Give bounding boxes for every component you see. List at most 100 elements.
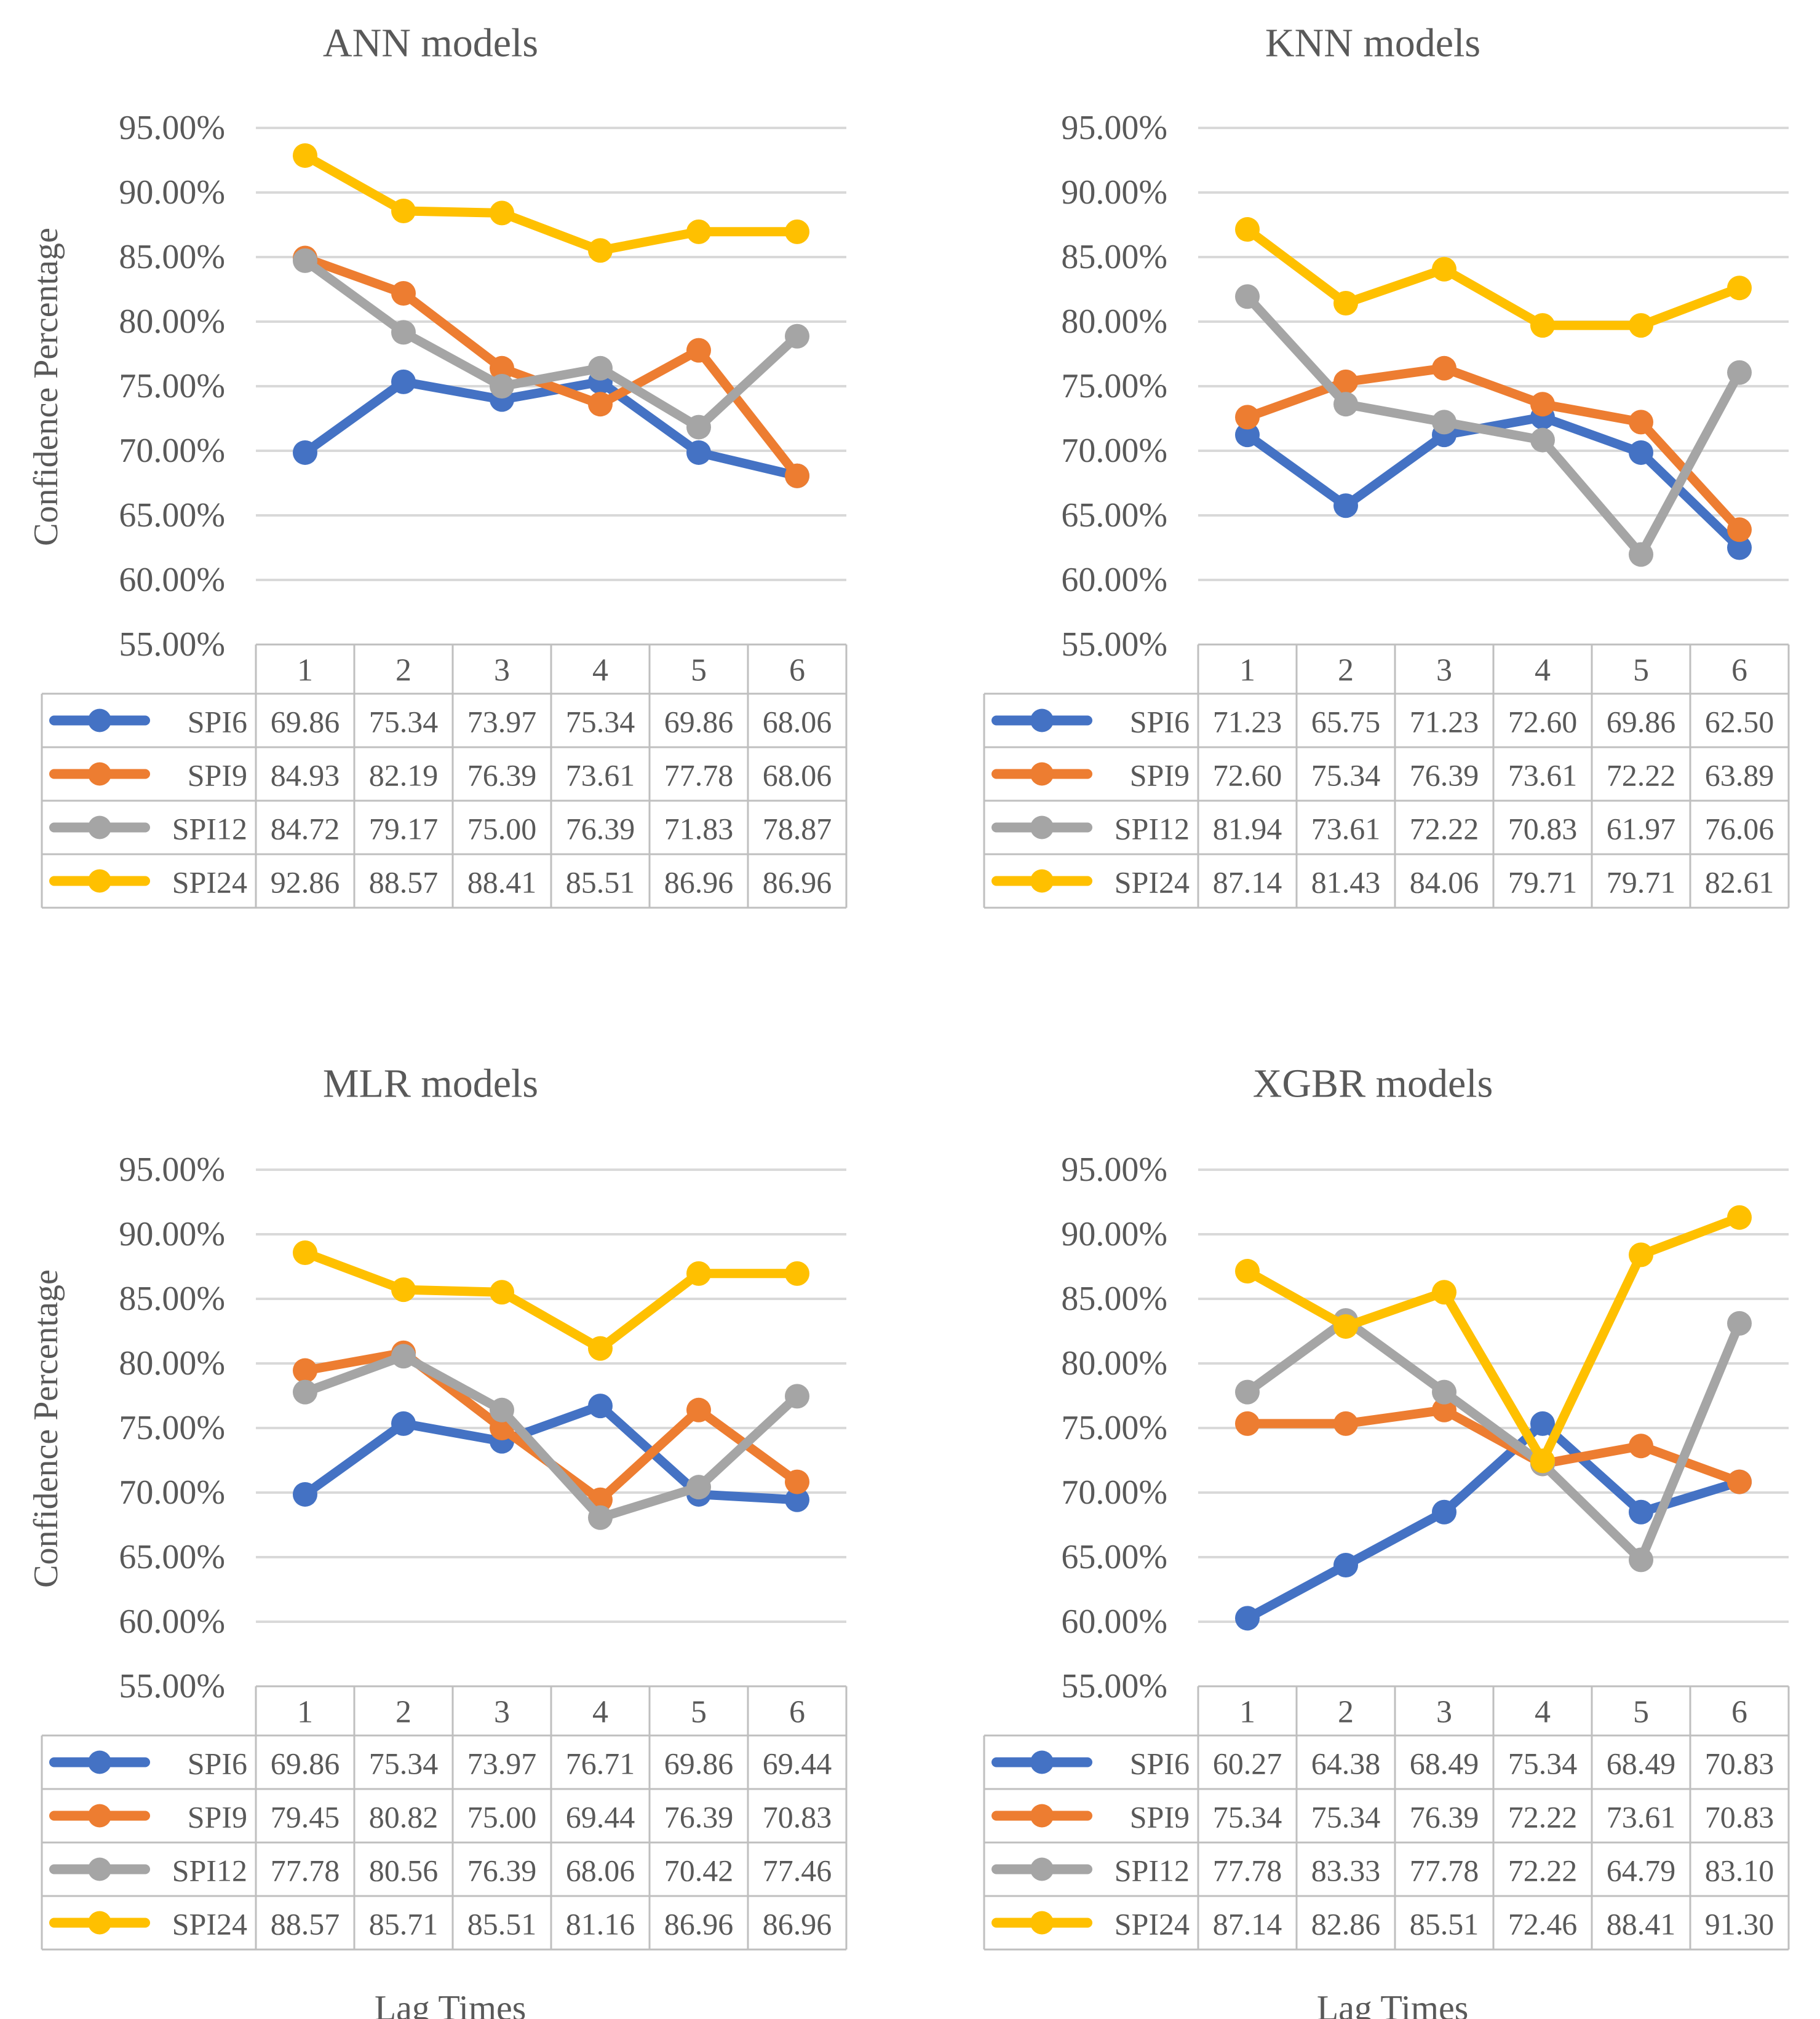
legend-marker — [1030, 815, 1054, 839]
data-point-spi24 — [1629, 1242, 1653, 1267]
legend-label: SPI9 — [188, 1800, 247, 1835]
table-value: 76.39 — [467, 758, 537, 793]
table-value: 76.39 — [1410, 1800, 1479, 1835]
table-value: 72.22 — [1410, 812, 1479, 846]
data-point-spi24 — [588, 238, 613, 263]
y-axis-label: Confidence Percentage — [27, 1269, 65, 1588]
data-point-spi9 — [391, 281, 416, 306]
data-point-spi12 — [1235, 284, 1260, 309]
table-value: 71.83 — [664, 812, 734, 846]
table-value: 77.78 — [1213, 1854, 1282, 1888]
table-value: 84.72 — [271, 812, 340, 846]
data-point-spi6 — [1727, 535, 1752, 560]
data-point-spi6 — [686, 440, 711, 465]
data-point-spi24 — [1629, 313, 1653, 338]
y-tick-label: 90.00% — [119, 173, 225, 212]
data-point-spi24 — [785, 219, 809, 244]
y-tick-label: 80.00% — [119, 1344, 225, 1382]
table-value: 82.61 — [1705, 865, 1774, 900]
legend-marker — [88, 1804, 111, 1828]
data-point-spi9 — [293, 1358, 317, 1383]
data-point-spi6 — [1530, 1411, 1555, 1436]
x-tick-label: 3 — [1436, 653, 1452, 688]
x-tick-label: 6 — [1731, 1695, 1747, 1730]
series-line-spi9 — [1242, 1405, 1744, 1487]
data-point-spi24 — [391, 1277, 416, 1303]
y-tick-label: 75.00% — [119, 1409, 225, 1447]
table-value: 81.16 — [566, 1907, 635, 1942]
data-point-spi9 — [1727, 1469, 1752, 1494]
table-value: 75.34 — [1213, 1800, 1282, 1835]
table-value: 88.57 — [271, 1907, 340, 1942]
series-line-spi12 — [300, 256, 802, 432]
y-tick-label: 55.00% — [1061, 1667, 1167, 1705]
legend-label: SPI9 — [1130, 1800, 1190, 1835]
table-value: 76.06 — [1705, 812, 1774, 846]
data-point-spi9 — [1629, 1434, 1653, 1459]
table-value: 69.86 — [664, 1747, 734, 1781]
data-point-spi6 — [588, 1394, 613, 1419]
table-value: 85.71 — [369, 1907, 439, 1942]
legend-label: SPI9 — [1130, 758, 1190, 793]
data-point-spi24 — [785, 1261, 809, 1286]
x-tick-label: 1 — [297, 653, 313, 688]
table-value: 79.17 — [369, 812, 439, 846]
x-tick-label: 6 — [789, 653, 805, 688]
y-tick-label: 90.00% — [119, 1215, 225, 1253]
table-value: 70.42 — [664, 1854, 734, 1888]
table-value: 73.61 — [1508, 758, 1578, 793]
table-value: 69.44 — [763, 1747, 832, 1781]
table-value: 72.22 — [1607, 758, 1676, 793]
x-tick-label: 3 — [494, 1695, 510, 1730]
data-point-spi24 — [490, 1280, 514, 1305]
table-value: 87.14 — [1213, 865, 1282, 900]
legend-label: SPI12 — [172, 1854, 247, 1888]
chart-panel: MLR models 95.00% 90.00% 85.00% 80.00% 75.00%… — [27, 1061, 848, 2019]
table-value: 60.27 — [1213, 1747, 1282, 1781]
data-point-spi12 — [785, 1384, 809, 1409]
y-tick-label: 95.00% — [1061, 109, 1167, 147]
series-line-spi9 — [300, 253, 802, 481]
y-tick-label: 85.00% — [1061, 238, 1167, 276]
legend-label: SPI24 — [172, 865, 247, 900]
table-value: 69.86 — [664, 705, 734, 739]
legend-marker — [88, 1857, 111, 1881]
table-value: 68.49 — [1607, 1747, 1676, 1781]
table-value: 75.34 — [369, 1747, 439, 1781]
x-tick-label: 6 — [789, 1695, 805, 1730]
table-value: 75.34 — [566, 705, 635, 739]
data-point-spi9 — [1629, 410, 1653, 435]
table-value: 72.60 — [1213, 758, 1282, 793]
table-value: 71.23 — [1410, 705, 1479, 739]
legend-label: SPI24 — [1115, 865, 1190, 900]
data-point-spi24 — [1235, 217, 1260, 242]
legend-label: SPI6 — [1130, 705, 1190, 739]
data-point-spi6 — [785, 1487, 809, 1512]
x-tick-label: 4 — [592, 1695, 608, 1730]
table-value: 79.45 — [271, 1800, 340, 1835]
series-line-spi6 — [1242, 1419, 1744, 1623]
y-tick-label: 55.00% — [1061, 625, 1167, 664]
data-point-spi24 — [391, 199, 416, 224]
data-point-spi9 — [1333, 369, 1358, 394]
data-point-spi9 — [588, 392, 613, 417]
y-tick-label: 70.00% — [1061, 432, 1167, 470]
table-value: 69.44 — [566, 1800, 635, 1835]
data-point-spi12 — [1629, 542, 1653, 567]
legend-marker — [88, 708, 111, 732]
data-point-spi9 — [686, 338, 711, 363]
table-value: 85.51 — [566, 865, 635, 900]
table-value: 72.46 — [1508, 1907, 1578, 1942]
y-tick-label: 70.00% — [119, 1474, 225, 1512]
table-value: 75.00 — [467, 1800, 537, 1835]
data-point-spi12 — [1727, 360, 1752, 385]
data-point-spi12 — [1432, 1379, 1456, 1405]
data-point-spi24 — [686, 219, 711, 244]
legend-marker — [1030, 869, 1054, 893]
data-point-spi6 — [1235, 1606, 1260, 1631]
legend-marker — [1030, 1750, 1054, 1774]
legend-label: SPI12 — [172, 812, 247, 846]
y-tick-label: 65.00% — [1061, 1538, 1167, 1576]
table-value: 88.41 — [467, 865, 537, 900]
